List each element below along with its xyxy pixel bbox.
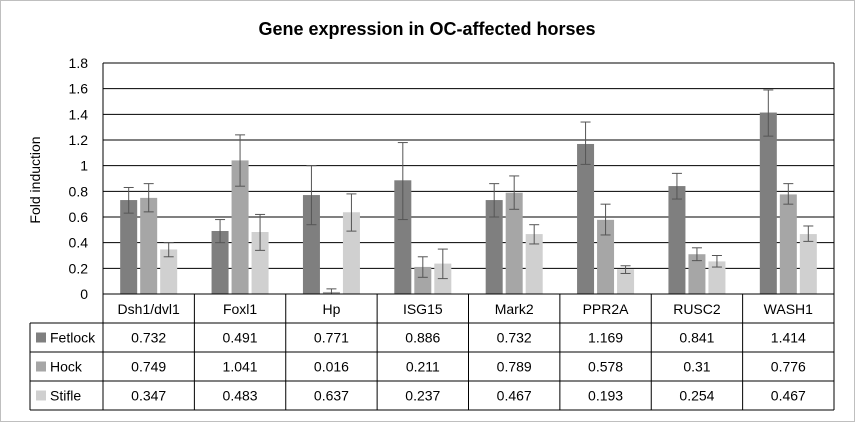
category-label: PPR2A	[583, 301, 630, 317]
bar	[779, 194, 797, 294]
category-label: Dsh1/dvl1	[118, 301, 180, 317]
category-label: RUSC2	[673, 301, 721, 317]
y-tick-label: 0.6	[69, 209, 89, 225]
data-label: 0.732	[131, 330, 166, 346]
bar	[577, 143, 595, 294]
data-label: 0.193	[588, 388, 623, 404]
bar	[525, 234, 543, 294]
data-label: 0.732	[497, 330, 532, 346]
data-label: 0.467	[497, 388, 532, 404]
data-label: 0.491	[223, 330, 258, 346]
bar	[759, 112, 777, 294]
error-bars	[123, 89, 814, 295]
bar	[414, 266, 432, 294]
legend-label: Hock	[50, 359, 83, 375]
legend-label: Stifle	[50, 388, 81, 404]
data-label: 1.414	[771, 330, 806, 346]
data-label: 0.237	[405, 388, 440, 404]
chart-title: Gene expression in OC-affected horses	[258, 19, 595, 39]
data-label: 0.789	[497, 359, 532, 375]
data-label: 0.254	[679, 388, 714, 404]
data-label: 1.169	[588, 330, 623, 346]
data-label: 0.749	[131, 359, 166, 375]
bar	[251, 232, 269, 294]
y-tick-label: 0	[80, 286, 88, 302]
y-tick-labels: 0 0.2 0.4 0.6 0.8 1 1.2 1.4 1.6 1.8	[69, 55, 89, 302]
bar	[688, 254, 706, 294]
category-label: WASH1	[764, 301, 813, 317]
data-label: 0.467	[771, 388, 806, 404]
data-label: 0.578	[588, 359, 623, 375]
data-label: 1.041	[223, 359, 258, 375]
legend-swatch	[36, 332, 46, 343]
data-label: 0.776	[771, 359, 806, 375]
bar	[140, 197, 158, 294]
bar	[708, 261, 726, 294]
y-tick-label: 1.6	[69, 81, 89, 97]
category-label: Hp	[322, 301, 340, 317]
bars	[120, 112, 817, 294]
bar	[342, 212, 360, 294]
bar	[302, 195, 320, 294]
data-label: 0.841	[679, 330, 714, 346]
y-axis-label: Fold induction	[27, 136, 43, 223]
legend-label: Fetlock	[50, 330, 96, 346]
bar	[617, 269, 635, 294]
data-label: 0.31	[683, 359, 710, 375]
data-label: 0.211	[406, 359, 440, 375]
category-label: ISG15	[403, 301, 443, 317]
bar	[485, 200, 503, 294]
bar	[668, 186, 686, 294]
data-label: 0.347	[131, 388, 166, 404]
data-table: Dsh1/dvl1 Foxl1 Hp ISG15 Mark2 PPR2A RUSC2 WASH…	[29, 63, 835, 411]
legend-swatch	[36, 390, 46, 401]
data-label: 0.886	[405, 330, 440, 346]
bar	[505, 192, 523, 294]
data-label: 0.771	[314, 330, 349, 346]
y-tick-label: 0.8	[69, 183, 89, 199]
bar	[160, 249, 178, 294]
y-tick-label: 1.4	[69, 106, 89, 122]
y-tick-label: 1.2	[69, 132, 89, 148]
legend-swatch	[36, 361, 46, 372]
y-tick-label: 0.4	[69, 235, 89, 251]
y-tick-label: 0.2	[69, 260, 89, 276]
bar	[394, 180, 412, 294]
bar	[231, 160, 249, 294]
data-label: 0.016	[314, 359, 349, 375]
y-tick-label: 1	[80, 158, 88, 174]
bar	[120, 200, 138, 294]
bar	[211, 230, 229, 294]
data-label: 0.637	[314, 388, 349, 404]
bar	[597, 219, 615, 294]
category-label: Mark2	[495, 301, 534, 317]
y-tick-label: 1.8	[69, 55, 89, 71]
category-label: Foxl1	[223, 301, 257, 317]
data-label: 0.483	[223, 388, 258, 404]
bar	[799, 234, 817, 294]
